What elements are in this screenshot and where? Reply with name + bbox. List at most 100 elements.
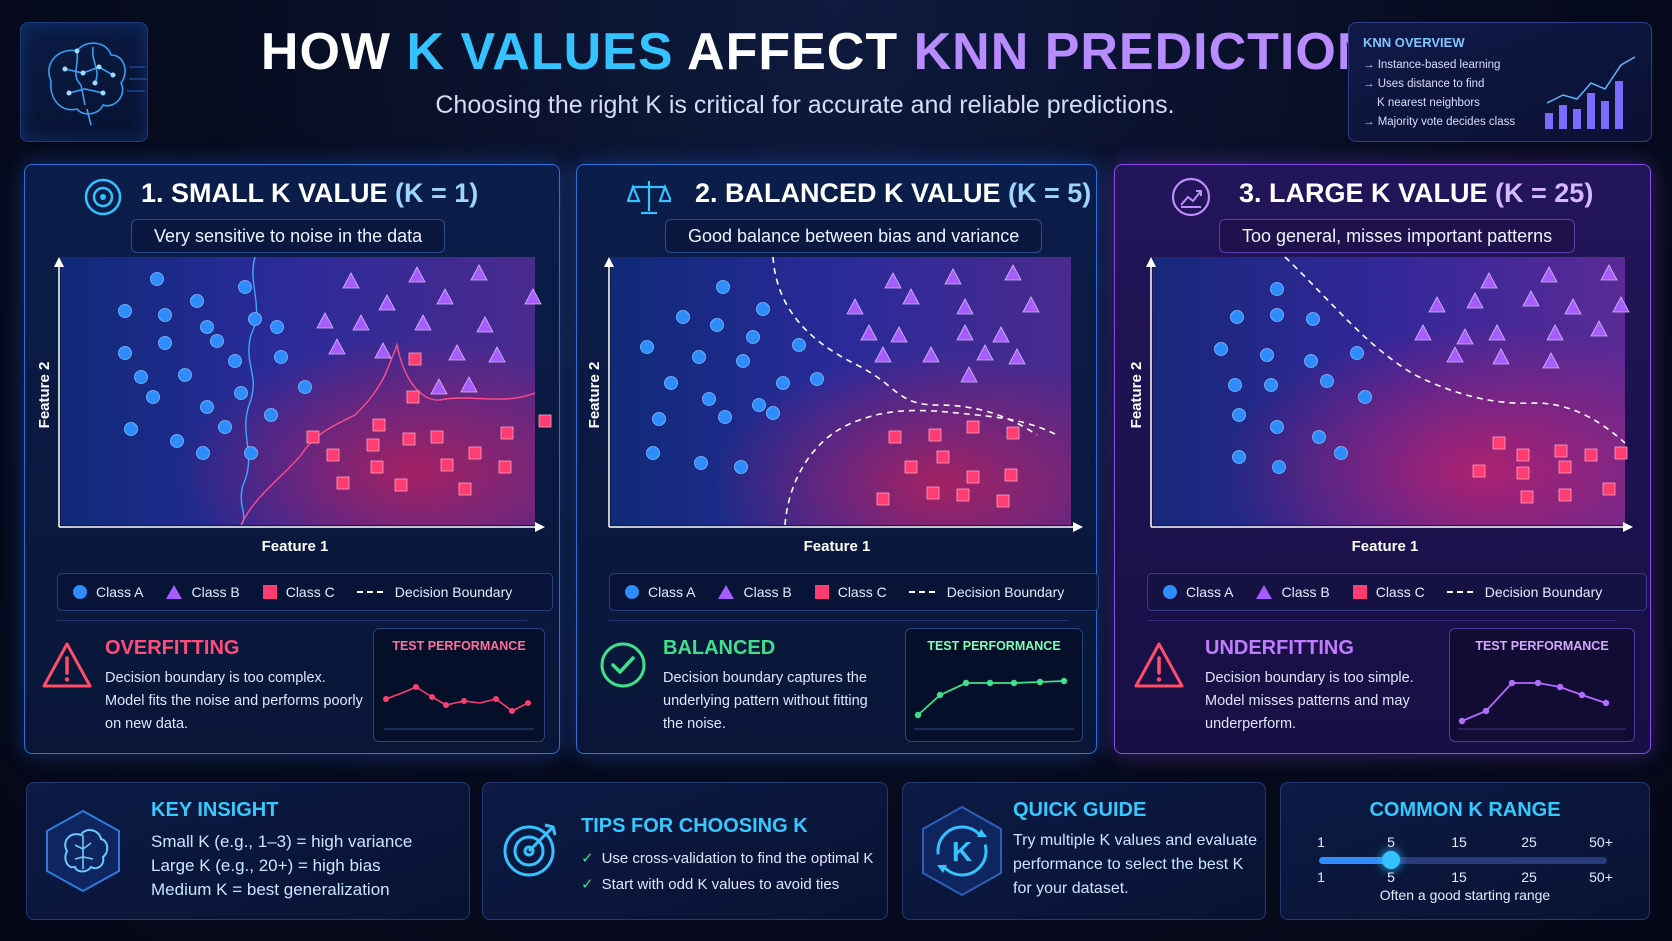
circle-icon	[73, 585, 87, 599]
legend-class-b: Class B	[1255, 584, 1330, 600]
class-b-point	[956, 324, 974, 341]
title-part-affect: AFFECT	[687, 23, 899, 81]
class-c-point	[372, 418, 386, 432]
class-b-point	[874, 346, 892, 363]
warning-icon	[1134, 642, 1184, 688]
overview-item: → Uses distance to find	[1363, 78, 1485, 90]
class-c-point	[1516, 448, 1530, 462]
class-c-point	[1516, 466, 1530, 480]
quick-guide-card: K QUICK GUIDE Try multiple K values and …	[902, 782, 1266, 920]
class-c-point	[996, 494, 1010, 508]
title-part-knn: KNN PREDICTIONS	[913, 23, 1412, 81]
class-a-point	[1312, 430, 1326, 444]
class-a-point	[716, 280, 730, 294]
dashed-line-icon	[1446, 591, 1477, 593]
class-a-point	[124, 422, 138, 436]
guide-line: for your dataset.	[1013, 880, 1129, 897]
class-a-point	[1306, 312, 1320, 326]
class-a-point	[1260, 348, 1274, 362]
decision-boundary-red	[240, 342, 536, 526]
key-insight-card: KEY INSIGHT Small K (e.g., 1–3) = high v…	[26, 782, 470, 920]
decision-boundary	[784, 409, 1058, 526]
class-c-point	[336, 476, 350, 490]
y-axis-label: Feature 2	[1128, 362, 1145, 429]
test-performance-box: TEST PERFORMANCE	[373, 628, 545, 742]
class-c-point	[1492, 436, 1506, 450]
class-b-point	[342, 272, 360, 289]
class-a-point	[1272, 460, 1286, 474]
class-b-point	[378, 294, 396, 311]
class-a-point	[264, 408, 278, 422]
class-a-point	[1350, 346, 1364, 360]
range-slider-fill	[1319, 857, 1391, 864]
decision-boundary	[772, 256, 1038, 436]
knn-overview-box: KNN OVERVIEW → Instance-based learning →…	[1348, 22, 1652, 142]
range-tick: 15	[1451, 869, 1467, 885]
class-b-point	[328, 338, 346, 355]
class-c-point	[1558, 488, 1572, 502]
insight-line: Large K (e.g., 20+) = high bias	[151, 856, 381, 875]
legend: Class A Class B Class C Decision Boundar…	[57, 573, 553, 611]
class-a-point	[766, 406, 780, 420]
class-b-point	[1488, 324, 1506, 341]
class-c-point	[468, 446, 482, 460]
trend-chart-icon	[1171, 177, 1211, 217]
class-c-point	[366, 438, 380, 452]
status-description: Decision boundary is too simple. Model m…	[1205, 670, 1414, 732]
panel-title: 3. LARGE K VALUE (K = 25)	[1239, 178, 1594, 208]
class-c-point	[370, 460, 384, 474]
class-b-point	[1466, 292, 1484, 309]
class-a-point	[734, 460, 748, 474]
triangle-icon	[166, 585, 183, 599]
class-b-point	[902, 288, 920, 305]
panel-title: 1. SMALL K VALUE (K = 1)	[141, 178, 479, 208]
class-c-point	[458, 482, 472, 496]
x-axis-arrow	[1623, 522, 1633, 532]
class-b-point	[956, 298, 974, 315]
range-tick: 1	[1317, 834, 1325, 850]
class-b-point	[1492, 348, 1510, 365]
class-a-point	[1214, 342, 1228, 356]
class-b-point	[1600, 264, 1618, 281]
class-a-point	[792, 338, 806, 352]
perf-line-chart	[383, 684, 534, 730]
square-icon	[1352, 585, 1367, 599]
class-a-point	[244, 446, 258, 460]
legend-class-a: Class A	[72, 584, 143, 600]
class-a-point	[238, 280, 252, 294]
class-a-point	[134, 370, 148, 384]
legend: Class A Class B Class C Decision Boundar…	[609, 573, 1099, 611]
panel-title: 2. BALANCED K VALUE (K = 5)	[695, 178, 1092, 208]
class-a-point	[692, 350, 706, 364]
class-a-point	[200, 320, 214, 334]
class-c-point	[1472, 464, 1486, 478]
circle-icon	[1163, 585, 1177, 599]
svg-text:K: K	[952, 836, 972, 867]
class-c-point	[904, 460, 918, 474]
class-a-point	[1358, 390, 1372, 404]
range-slider-thumb[interactable]	[1382, 851, 1400, 869]
dashed-line-icon	[356, 591, 387, 593]
class-c-point	[1614, 446, 1628, 460]
insight-line: Small K (e.g., 1–3) = high variance	[151, 832, 413, 851]
overview-item: → Majority vote decides class	[1363, 116, 1516, 128]
class-b-point	[860, 324, 878, 341]
class-a-point	[190, 294, 204, 308]
perf-line-chart	[914, 677, 1074, 730]
class-b-point	[922, 346, 940, 363]
warning-icon	[42, 642, 92, 688]
class-c-point	[1520, 490, 1534, 504]
class-b-point	[1564, 298, 1582, 315]
card-title: TIPS FOR CHOOSING K	[581, 815, 808, 837]
brain-logo-box	[20, 22, 148, 142]
class-a-point	[736, 354, 750, 368]
class-c-point	[498, 460, 512, 474]
class-b-point	[1456, 328, 1474, 345]
class-a-point	[158, 308, 172, 322]
class-a-point	[1334, 446, 1348, 460]
range-slider-track[interactable]	[1319, 857, 1607, 864]
class-a-point	[646, 446, 660, 460]
class-a-point	[776, 376, 790, 390]
class-c-point	[876, 492, 890, 506]
class-a-point	[1320, 374, 1334, 388]
